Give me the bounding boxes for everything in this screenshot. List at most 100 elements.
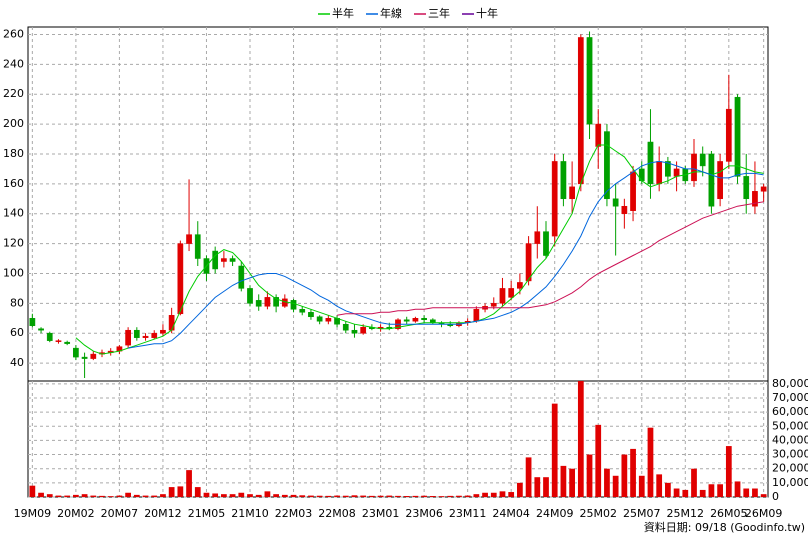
candle-body — [691, 153, 697, 182]
y-tick-label: 160 — [3, 177, 24, 190]
y-tick-label: 180 — [3, 147, 24, 160]
candle-body — [186, 234, 192, 244]
candle-body — [316, 316, 323, 322]
volume-bar — [569, 468, 575, 497]
volume-tick-label: 10,000 — [772, 476, 808, 489]
volume-bar — [351, 495, 358, 497]
candle-body — [325, 318, 332, 322]
legend-label: 年線 — [380, 6, 402, 20]
volume-bar — [708, 484, 715, 497]
candle-body — [534, 231, 541, 244]
candle-body — [656, 161, 663, 185]
plot-frame — [27, 26, 769, 498]
volume-bar — [133, 494, 140, 497]
volume-bar — [673, 488, 680, 497]
y-tick-label: 260 — [3, 27, 24, 40]
volume-bar — [464, 495, 471, 497]
volume-bar — [490, 492, 497, 497]
volume-bar — [142, 495, 149, 497]
volume-bar — [316, 495, 323, 497]
candle-body — [665, 161, 671, 177]
x-tick-label: 25M12 — [667, 507, 705, 520]
candle-body — [133, 329, 140, 338]
x-tick-label: 23M01 — [362, 507, 400, 520]
volume-bar — [412, 495, 419, 497]
candle-body — [717, 161, 723, 200]
volume-bar — [725, 446, 732, 497]
volume-tick-label: 70,000 — [772, 391, 808, 404]
candle-body — [586, 37, 593, 125]
volume-bar — [577, 381, 584, 497]
candle-body — [517, 282, 523, 289]
candle-body — [621, 205, 628, 214]
candle-body — [752, 191, 758, 207]
candle-body — [229, 258, 236, 262]
volume-bar — [595, 424, 602, 497]
volume-bar — [647, 427, 654, 497]
volume-bar — [290, 494, 297, 497]
candle-body — [421, 318, 427, 321]
candle-body — [499, 288, 506, 304]
volume-bar — [177, 486, 184, 497]
y-tick-label: 100 — [3, 266, 24, 279]
candle-body — [46, 332, 53, 341]
candle-body — [612, 198, 619, 207]
volume-bar — [238, 492, 245, 497]
volume-bar — [682, 489, 689, 497]
x-tick-label: 19M09 — [14, 507, 52, 520]
candle-body — [360, 326, 367, 334]
candle-body — [551, 161, 558, 237]
candle-body — [151, 332, 158, 338]
volume-tick-label: 30,000 — [772, 448, 808, 461]
y-tick-label: 140 — [3, 207, 24, 220]
y-tick-label: 120 — [3, 237, 24, 250]
volume-bar — [438, 496, 445, 497]
volume-bar — [360, 495, 367, 497]
volume-bar — [186, 470, 192, 497]
x-tick-label: 22M08 — [318, 507, 356, 520]
volume-tick-label: 60,000 — [772, 405, 808, 418]
volume-bar — [334, 495, 340, 497]
legend-label: 十年 — [476, 6, 498, 20]
volume-bar — [255, 494, 262, 497]
x-tick-label: 20M02 — [57, 507, 95, 520]
volume-bar — [229, 494, 236, 497]
volume-bar — [560, 465, 567, 497]
candle-body — [508, 288, 515, 298]
candle-body — [264, 297, 271, 307]
volume-bar — [116, 495, 123, 497]
volume-bar — [342, 495, 349, 497]
volume-bar — [508, 492, 515, 497]
volume-bar — [534, 477, 541, 497]
volume-bar — [107, 496, 114, 497]
source-note: 資料日期: 09/18 (Goodinfo.tw) — [644, 520, 805, 534]
volume-bar — [90, 495, 97, 497]
candle-body — [743, 176, 750, 200]
volume-bar — [194, 487, 201, 497]
candle-body — [290, 300, 297, 310]
y-tick-label: 220 — [3, 87, 24, 100]
x-tick-label: 22M03 — [275, 507, 313, 520]
volume-bar — [99, 495, 105, 497]
volume-bar — [752, 488, 758, 497]
candle-body — [490, 303, 497, 307]
volume-bar — [212, 493, 219, 497]
x-tick-label: 20M07 — [101, 507, 139, 520]
candle-body — [308, 312, 314, 318]
candle-body — [38, 328, 44, 331]
volume-bar — [447, 495, 454, 497]
volume-bar — [656, 474, 663, 497]
candle-body — [255, 300, 262, 307]
volume-bar — [630, 448, 636, 497]
volume-bar — [699, 489, 706, 497]
volume-bar — [64, 495, 71, 497]
legend-label: 三年 — [428, 6, 450, 20]
candle-body — [55, 340, 62, 342]
volume-bar — [29, 485, 36, 497]
volume-bar — [46, 494, 53, 497]
volume-bar — [151, 495, 158, 497]
volume-bar — [551, 403, 558, 497]
legend-label: 半年 — [332, 6, 354, 20]
candle-body — [73, 347, 79, 358]
candle-body — [630, 171, 636, 211]
